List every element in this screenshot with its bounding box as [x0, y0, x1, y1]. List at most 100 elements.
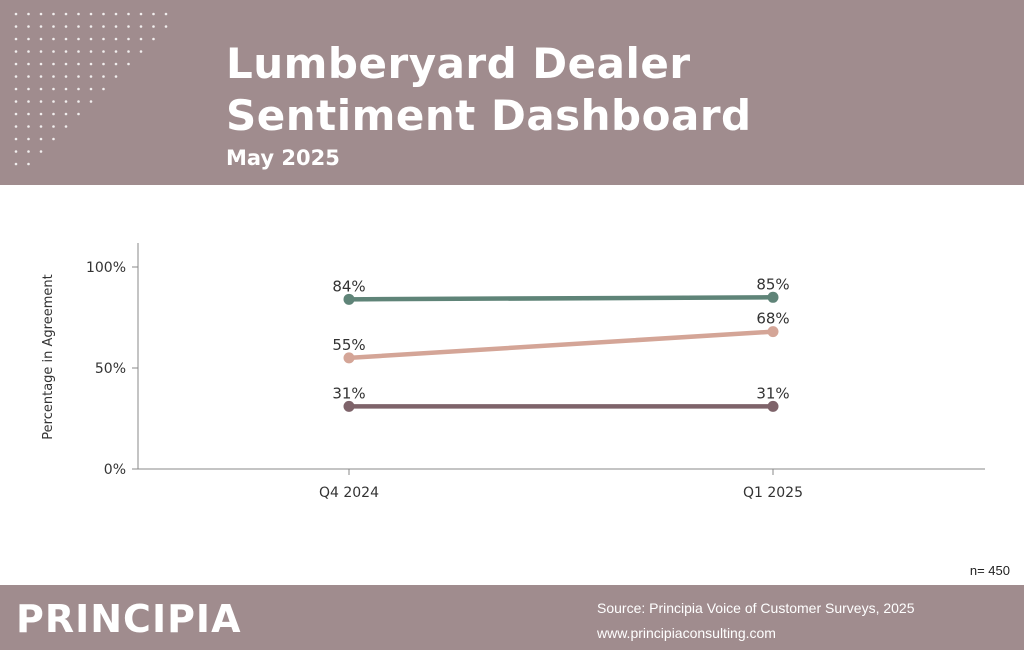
pattern-dot — [27, 75, 30, 78]
pattern-dot — [14, 162, 18, 166]
pattern-dot — [64, 12, 68, 16]
data-point — [767, 400, 779, 412]
pattern-dot — [52, 137, 55, 141]
pattern-dot — [102, 75, 105, 78]
pattern-dot — [27, 12, 30, 16]
pattern-dot — [27, 150, 30, 153]
pattern-dot — [64, 37, 68, 41]
pattern-dot — [14, 37, 18, 41]
pattern-dot — [64, 62, 68, 66]
pattern-dot — [27, 50, 30, 53]
data-label: 68% — [756, 310, 789, 328]
pattern-dot — [14, 125, 18, 128]
x-tick-label: Q1 2025 — [743, 485, 803, 501]
page-title: Lumberyard Dealer Sentiment Dashboard — [226, 38, 752, 142]
data-label: 85% — [756, 275, 789, 293]
pattern-dot — [27, 62, 30, 66]
pattern-dot — [52, 100, 55, 103]
pattern-dot — [164, 12, 168, 16]
pattern-dot — [14, 50, 18, 53]
pattern-dot — [114, 62, 118, 66]
pattern-dot — [77, 112, 80, 116]
pattern-dot — [52, 87, 55, 91]
pattern-dot — [39, 137, 43, 141]
website-link[interactable]: www.principiaconsulting.com — [597, 625, 776, 641]
series-line-2 — [346, 329, 776, 361]
pattern-dot — [39, 12, 43, 16]
data-label: 31% — [756, 384, 789, 402]
pattern-dot — [102, 25, 105, 28]
sample-size-note: n= 450 — [969, 563, 1010, 578]
data-label: 84% — [332, 277, 365, 295]
pattern-dot — [64, 87, 68, 91]
pattern-dot — [27, 137, 30, 141]
pattern-dot — [64, 50, 68, 53]
pattern-dot — [39, 25, 43, 28]
pattern-dot — [27, 37, 30, 41]
pattern-dot — [64, 112, 68, 116]
pattern-dot — [77, 62, 80, 66]
y-tick-label: 50% — [95, 361, 126, 377]
pattern-dot — [52, 25, 55, 28]
pattern-dot — [52, 112, 55, 116]
pattern-dot — [89, 100, 93, 103]
y-tick-label: 100% — [86, 260, 126, 276]
pattern-dot — [127, 50, 130, 53]
pattern-dot — [27, 162, 30, 166]
series-line-1 — [346, 295, 776, 302]
pattern-dot — [102, 87, 105, 91]
pattern-dot — [102, 50, 105, 53]
y-tick-label: 0% — [104, 462, 126, 478]
pattern-dot — [77, 12, 80, 16]
pattern-dot — [39, 150, 43, 153]
pattern-dot — [77, 87, 80, 91]
pattern-dot — [152, 37, 155, 41]
pattern-dot — [14, 62, 18, 66]
pattern-dot — [39, 75, 43, 78]
pattern-dot — [89, 75, 93, 78]
pattern-dot — [89, 37, 93, 41]
title-line-2: Sentiment Dashboard — [226, 91, 752, 140]
y-axis-label: Percentage in Agreement — [41, 274, 56, 439]
pattern-dot — [152, 25, 155, 28]
x-tick-label: Q4 2024 — [319, 485, 379, 501]
pattern-dot — [39, 87, 43, 91]
pattern-dot — [52, 62, 55, 66]
pattern-dot — [77, 37, 80, 41]
pattern-dot — [39, 50, 43, 53]
pattern-dot — [52, 12, 55, 16]
pattern-dot — [14, 25, 18, 28]
pattern-dot — [14, 75, 18, 78]
pattern-dot — [127, 12, 130, 16]
pattern-dot — [27, 125, 30, 128]
pattern-dot — [77, 25, 80, 28]
dot-pattern-decoration — [14, 12, 168, 166]
pattern-dot — [89, 50, 93, 53]
pattern-dot — [27, 25, 30, 28]
pattern-dot — [39, 112, 43, 116]
pattern-dot — [89, 12, 93, 16]
pattern-dot — [114, 25, 118, 28]
pattern-dot — [39, 37, 43, 41]
pattern-dot — [39, 125, 43, 128]
pattern-dot — [77, 50, 80, 53]
pattern-dot — [139, 25, 143, 28]
pattern-dot — [14, 100, 18, 103]
pattern-dot — [52, 75, 55, 78]
pattern-dot — [139, 12, 143, 16]
data-label: 55% — [332, 336, 365, 354]
pattern-dot — [14, 150, 18, 153]
pattern-dot — [64, 25, 68, 28]
pattern-dot — [52, 125, 55, 128]
pattern-dot — [89, 62, 93, 66]
footer-banner: PRINCIPIA Source: Principia Voice of Cus… — [0, 585, 1024, 650]
data-point — [343, 352, 355, 364]
pattern-dot — [27, 112, 30, 116]
data-point — [343, 293, 355, 305]
pattern-dot — [89, 87, 93, 91]
pattern-dot — [14, 87, 18, 91]
pattern-dot — [27, 87, 30, 91]
pattern-dot — [102, 12, 105, 16]
pattern-dot — [77, 100, 80, 103]
pattern-dot — [114, 12, 118, 16]
